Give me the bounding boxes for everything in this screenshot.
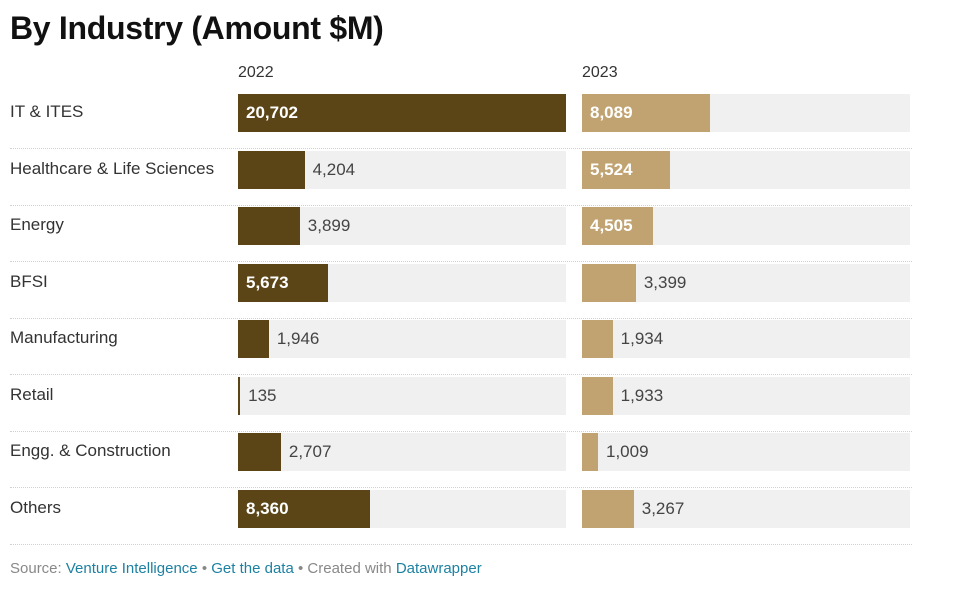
bar-track: 5,673 [238, 263, 566, 302]
bar-track: 2,707 [238, 433, 566, 471]
bar-track: 1,934 [582, 320, 910, 358]
value-label: 1,934 [620, 329, 664, 348]
bar-2023[interactable] [582, 207, 654, 245]
category-label: Engg. & Construction [10, 441, 171, 460]
chart-row: BFSI 5,673 3,399 [10, 262, 912, 319]
bar-track: 20,702 [238, 94, 566, 132]
value-label: 5,524 [590, 159, 633, 179]
datawrapper-link[interactable]: Datawrapper [395, 560, 482, 577]
bar-track: 4,505 [582, 207, 910, 245]
footer-separator: • [297, 560, 304, 577]
value-label: 20,702 [246, 103, 298, 122]
row-divider [10, 204, 912, 206]
category-label: BFSI [10, 271, 48, 291]
value-label: 4,505 [590, 216, 633, 235]
value-label: 1,946 [276, 329, 320, 348]
bar-2023[interactable] [582, 94, 711, 132]
bar-track: 3,899 [238, 207, 566, 245]
get-data-link[interactable]: Get the data [211, 560, 294, 577]
source-label: Source: [10, 560, 62, 577]
bar-2022[interactable] [238, 94, 566, 132]
chart-row: Manufacturing 1,946 1,934 [10, 318, 912, 375]
value-label: 1,933 [620, 385, 664, 405]
value-label: 2,707 [288, 442, 332, 461]
chart-title: By Industry (Amount $M) [10, 10, 384, 46]
value-label: 3,267 [641, 498, 685, 518]
bar-track: 4,204 [238, 150, 566, 189]
category-label: Energy [10, 215, 64, 234]
value-label: 1,009 [605, 442, 649, 461]
bar-2023[interactable] [582, 320, 613, 358]
category-label: IT & ITES [10, 102, 84, 121]
bar-2023[interactable] [582, 150, 670, 189]
chart-row: IT & ITES 20,702 8,089 [10, 92, 912, 149]
bar-2023[interactable] [582, 263, 636, 302]
row-divider [10, 487, 912, 488]
column-header-2023: 2023 [582, 64, 618, 81]
chart-row: Retail 135 1,933 [10, 375, 912, 432]
chart-row: Engg. & Construction 2,707 1,009 [10, 431, 912, 488]
bar-track: 8,089 [582, 94, 910, 132]
bar-2023[interactable] [582, 489, 634, 528]
category-label: Others [10, 497, 62, 517]
bar-track: 3,399 [582, 263, 910, 302]
bar-2022[interactable] [238, 150, 305, 189]
bar-2022[interactable] [238, 433, 281, 471]
value-label: 3,899 [307, 216, 351, 235]
value-label: 8,089 [590, 103, 633, 122]
bar-track: 5,524 [582, 150, 910, 189]
bar-2022[interactable] [238, 207, 300, 245]
row-divider [10, 148, 912, 149]
value-label: 3,399 [643, 272, 687, 292]
row-divider [10, 543, 912, 545]
row-divider [10, 261, 912, 262]
source-link[interactable]: Venture Intelligence [65, 560, 198, 577]
bar-2022[interactable] [238, 263, 328, 302]
value-label: 5,673 [246, 272, 289, 292]
created-with-label: Created with [307, 560, 392, 577]
bar-2023[interactable] [582, 376, 613, 415]
chart-row: Others 8,360 3,267 [10, 488, 912, 545]
chart-footer: Source: Venture Intelligence • Get the d… [10, 560, 482, 577]
bar-2022[interactable] [238, 489, 371, 528]
chart-row: Energy 3,899 4,505 [10, 205, 912, 262]
bar-track: 8,360 [238, 489, 566, 528]
column-header-2022: 2022 [238, 64, 274, 81]
category-label: Manufacturing [10, 328, 118, 347]
category-label: Retail [10, 384, 54, 404]
row-divider [10, 317, 912, 319]
bar-track: 1,009 [582, 433, 910, 471]
bar-track: 3,267 [582, 489, 910, 528]
bar-2023[interactable] [582, 433, 598, 471]
value-label: 135 [248, 385, 277, 405]
category-label: Healthcare & Life Sciences [10, 158, 215, 178]
footer-separator: • [201, 560, 208, 577]
row-divider [10, 430, 912, 432]
value-label: 4,204 [312, 159, 356, 179]
chart-row: Healthcare & Life Sciences 4,204 5,524 [10, 149, 912, 206]
row-divider [10, 374, 912, 375]
value-label: 8,360 [246, 498, 289, 518]
bar-track: 135 [238, 376, 566, 415]
bar-track: 1,946 [238, 320, 566, 358]
bar-track: 1,933 [582, 376, 910, 415]
bar-2022[interactable] [238, 376, 241, 415]
bar-2022[interactable] [238, 320, 269, 358]
